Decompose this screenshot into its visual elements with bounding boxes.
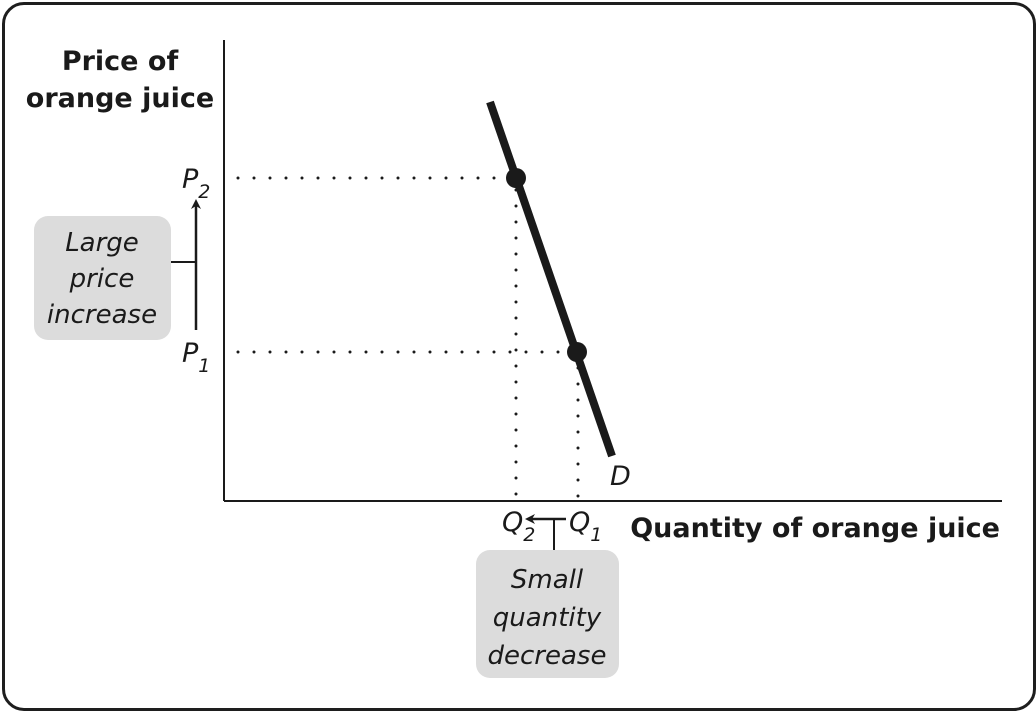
quantity-annotation-line3: decrease	[488, 641, 607, 671]
price-annotation-line3: increase	[47, 300, 157, 330]
price-label-p2: P2	[182, 164, 210, 203]
quantity-annotation-line1: Small	[511, 565, 584, 595]
price-annotation-line1: Large	[65, 228, 139, 258]
x-axis-title: Quantity of orange juice	[630, 513, 1000, 544]
price-annotation-line2: price	[69, 264, 135, 294]
demand-curve	[486, 100, 616, 458]
demand-curve-label: D	[610, 461, 631, 492]
quantity-annotation-line2: quantity	[493, 603, 602, 633]
price-annotation-box	[34, 216, 171, 340]
y-axis-title-line1: Price of	[62, 46, 179, 77]
quantity-label-q1: Q1	[569, 507, 602, 546]
quantity-label-q2: Q2	[502, 507, 535, 546]
point-p2-q2	[506, 168, 526, 188]
quantity-annotation-box	[476, 550, 619, 678]
price-label-p1: P1	[182, 338, 210, 377]
point-p1-q1	[567, 342, 587, 362]
y-axis-title-line2: orange juice	[26, 83, 214, 114]
